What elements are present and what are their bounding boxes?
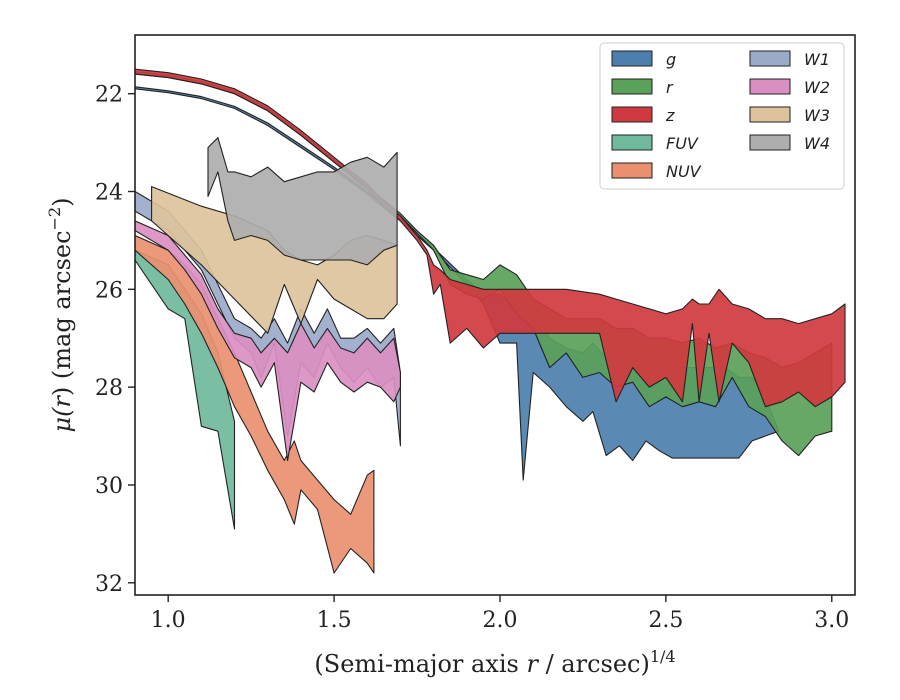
y-tick-label: 30 bbox=[95, 474, 123, 499]
x-axis-title: (Semi-major axis r / arcsec)1/4 bbox=[314, 647, 675, 678]
series-band-z bbox=[135, 68, 846, 408]
x-tick-label: 3.0 bbox=[814, 608, 849, 633]
ticks-layer: 1.0 1.5 2.0 2.5 3.0 22 24 26 28 30 32 bbox=[95, 83, 849, 633]
legend-label-fuv: FUV bbox=[666, 134, 699, 153]
legend-swatch-fuv bbox=[611, 134, 653, 151]
legend-label-nuv: NUV bbox=[666, 162, 702, 181]
y-tick-label: 28 bbox=[95, 376, 123, 401]
y-axis-title-sup: −2 bbox=[45, 207, 64, 231]
x-tick-label: 1.5 bbox=[317, 608, 352, 633]
x-tick-label: 1.0 bbox=[151, 608, 186, 633]
y-tick-label: 26 bbox=[95, 278, 123, 303]
series-layer bbox=[135, 68, 846, 574]
legend-label-w1: W1 bbox=[804, 50, 830, 69]
y-axis-title: μ(r) (mag arcsec−2) bbox=[45, 197, 76, 432]
legend: grz FUV NUV W1 W2 W3 W4 bbox=[599, 42, 845, 190]
x-axis-title-prefix: (Semi-major axis bbox=[314, 650, 526, 678]
legend-swatch-r bbox=[611, 78, 653, 95]
series-band-w4 bbox=[207, 137, 398, 266]
y-tick-label: 32 bbox=[95, 572, 123, 597]
series-band-w2 bbox=[135, 220, 401, 462]
y-tick-label: 22 bbox=[95, 83, 123, 108]
y-axis-title-var: r bbox=[48, 395, 76, 408]
y-axis-title-suffix: ) (mag arcsec bbox=[48, 230, 76, 396]
legend-label-w2: W2 bbox=[804, 78, 830, 97]
legend-swatch-w3 bbox=[749, 106, 791, 123]
legend-swatch-nuv bbox=[611, 162, 653, 179]
legend-swatch-z bbox=[611, 106, 653, 123]
series-band-nuv bbox=[135, 234, 375, 574]
legend-label-w4: W4 bbox=[804, 134, 830, 153]
legend-swatch-w1 bbox=[749, 50, 791, 67]
legend-label-r: r bbox=[666, 78, 674, 97]
x-axis-title-sup: 1/4 bbox=[650, 647, 676, 666]
x-axis-title-suffix: / arcsec) bbox=[538, 650, 650, 678]
y-axis-title-mu: μ( bbox=[48, 407, 76, 433]
y-axis-title-close: ) bbox=[48, 197, 76, 206]
y-tick-label: 24 bbox=[95, 181, 123, 206]
x-axis-title-var: r bbox=[526, 650, 539, 678]
plot-frame bbox=[134, 34, 856, 596]
x-tick-label: 2.0 bbox=[482, 608, 517, 633]
legend-label-g: g bbox=[666, 50, 676, 69]
legend-swatch-w2 bbox=[749, 78, 791, 95]
legend-swatch-w4 bbox=[749, 134, 791, 151]
legend-label-z: z bbox=[665, 106, 675, 125]
x-tick-label: 2.5 bbox=[648, 608, 683, 633]
legend-label-w3: W3 bbox=[804, 106, 830, 125]
legend-swatch-g bbox=[611, 50, 653, 67]
